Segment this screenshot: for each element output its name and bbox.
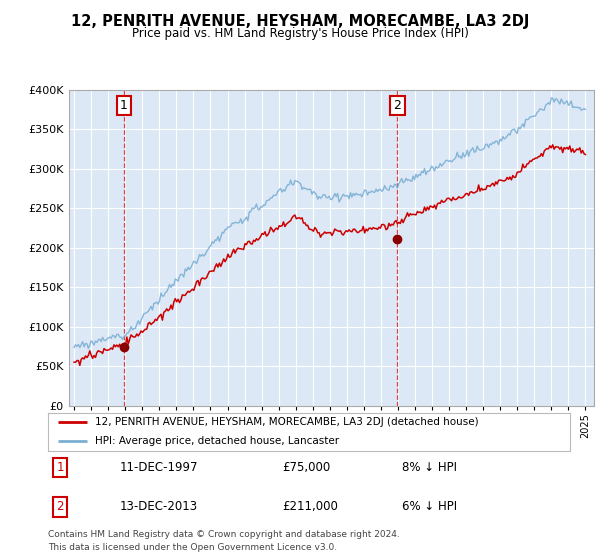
- Text: 1: 1: [56, 461, 64, 474]
- Text: £75,000: £75,000: [282, 461, 330, 474]
- Text: 2: 2: [56, 500, 64, 514]
- Text: 12, PENRITH AVENUE, HEYSHAM, MORECAMBE, LA3 2DJ (detached house): 12, PENRITH AVENUE, HEYSHAM, MORECAMBE, …: [95, 417, 479, 427]
- Text: 1: 1: [120, 99, 128, 112]
- Text: 13-DEC-2013: 13-DEC-2013: [120, 500, 198, 514]
- Text: Price paid vs. HM Land Registry's House Price Index (HPI): Price paid vs. HM Land Registry's House …: [131, 27, 469, 40]
- Text: 2: 2: [394, 99, 401, 112]
- Text: 11-DEC-1997: 11-DEC-1997: [120, 461, 199, 474]
- Text: 6% ↓ HPI: 6% ↓ HPI: [402, 500, 457, 514]
- Text: £211,000: £211,000: [282, 500, 338, 514]
- Text: 8% ↓ HPI: 8% ↓ HPI: [402, 461, 457, 474]
- Text: 12, PENRITH AVENUE, HEYSHAM, MORECAMBE, LA3 2DJ: 12, PENRITH AVENUE, HEYSHAM, MORECAMBE, …: [71, 14, 529, 29]
- Text: Contains HM Land Registry data © Crown copyright and database right 2024.
This d: Contains HM Land Registry data © Crown c…: [48, 530, 400, 552]
- Text: HPI: Average price, detached house, Lancaster: HPI: Average price, detached house, Lanc…: [95, 436, 339, 446]
